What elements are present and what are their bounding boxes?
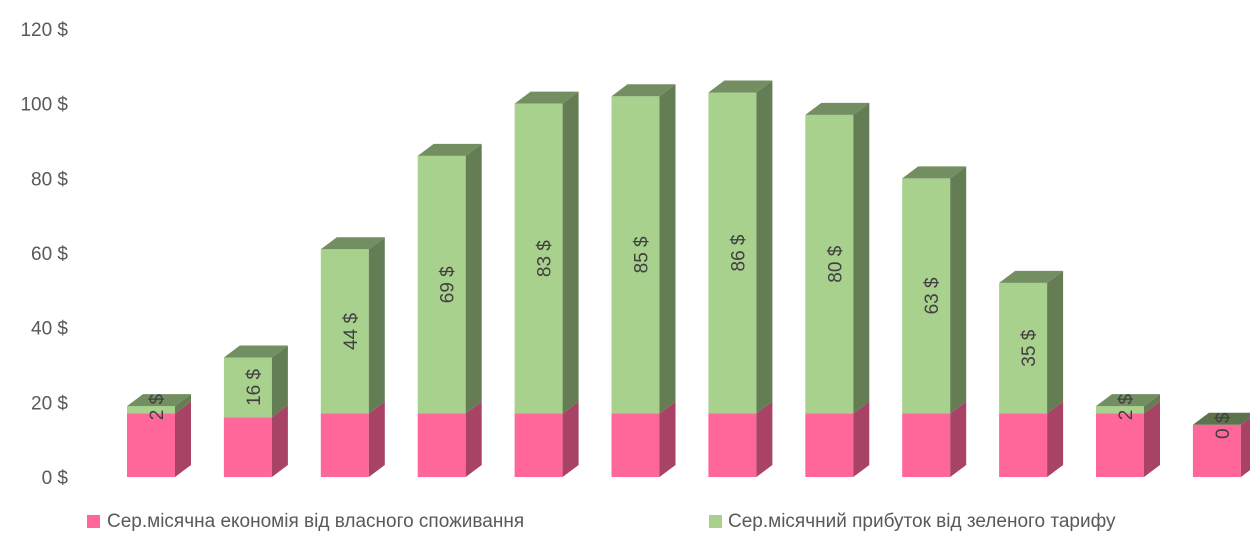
bar-own-consumption-side <box>368 401 385 477</box>
bar-green-tariff <box>708 92 757 414</box>
bar-stack <box>708 80 773 477</box>
bar-green-tariff-side <box>1047 270 1064 414</box>
bar-own-consumption <box>805 413 854 477</box>
bar-stack <box>805 102 870 477</box>
bar-own-consumption-side <box>659 401 676 477</box>
bar-stack <box>902 166 967 477</box>
bar-own-consumption-side <box>950 401 967 477</box>
bar-green-tariff-side <box>175 394 191 414</box>
bar-top-face <box>999 270 1064 283</box>
bar-own-consumption <box>902 413 951 477</box>
bar-top-face <box>708 80 773 93</box>
bar-green-tariff-side <box>659 84 676 414</box>
bar-stack <box>1096 394 1160 477</box>
bar-green-tariff-side <box>853 102 870 414</box>
legend-swatch-green-tariff <box>709 515 722 528</box>
bar-top-face <box>902 166 967 179</box>
bar-green-tariff <box>1096 406 1144 414</box>
bar-own-consumption <box>417 413 466 477</box>
bar-top-face <box>1096 394 1160 407</box>
data-label: 85 $ <box>632 236 653 273</box>
bar-own-consumption-side <box>562 401 579 477</box>
y-tick-label: 0 $ <box>42 468 69 489</box>
bar-own-consumption-side <box>1240 417 1250 477</box>
bar-top-face <box>1192 412 1250 425</box>
bar-top-face <box>417 143 482 156</box>
bar-green-tariff <box>805 114 854 414</box>
data-label: 44 $ <box>341 312 362 349</box>
bar-stack <box>320 237 385 477</box>
bar-top-face <box>805 102 870 115</box>
bar-green-tariff <box>320 249 369 414</box>
bar-green-tariff <box>417 155 466 414</box>
bar-green-tariff <box>514 103 563 414</box>
y-tick-label: 20 $ <box>31 393 68 414</box>
bar-own-consumption <box>611 413 660 477</box>
data-label: 0 $ <box>1213 412 1234 439</box>
bar-green-tariff <box>611 96 660 414</box>
bar-top-face <box>611 84 676 97</box>
y-tick-label: 60 $ <box>31 244 68 265</box>
bar-own-consumption <box>999 413 1048 477</box>
bar-own-consumption-side <box>1144 401 1160 477</box>
bar-green-tariff-side <box>1144 394 1160 414</box>
bar-stack <box>417 143 482 477</box>
bar-green-tariff-side <box>562 91 579 414</box>
bar-green-tariff-side <box>368 237 385 414</box>
bar-own-consumption <box>223 417 272 477</box>
y-tick-label: 40 $ <box>31 319 68 340</box>
bar-green-tariff-side <box>271 345 288 418</box>
bar-green-tariff-side <box>756 80 773 414</box>
bar-green-tariff <box>902 178 951 414</box>
bar-top-face <box>127 394 191 407</box>
data-label: 83 $ <box>535 240 556 277</box>
bar-top-face <box>514 91 579 104</box>
y-tick-label: 80 $ <box>31 169 68 190</box>
data-label: 35 $ <box>1019 329 1040 366</box>
bar-own-consumption <box>1192 424 1241 477</box>
bar-own-consumption-side <box>853 401 870 477</box>
data-label: 16 $ <box>244 368 265 405</box>
bar-own-consumption-side <box>756 401 773 477</box>
data-labels: 2 $ 16 $ 44 $ 69 $ 83 $ 85 $ 86 $ 80 $ 63 $ 35 $ 2… <box>147 234 1234 439</box>
bar-own-consumption-side <box>271 405 288 477</box>
bar-own-consumption-side <box>1047 401 1064 477</box>
data-label: 86 $ <box>728 234 749 271</box>
bar-top-face <box>223 345 288 358</box>
bar-stack <box>999 270 1064 477</box>
bar-own-consumption-side <box>175 401 191 477</box>
bar-own-consumption <box>320 413 369 477</box>
legend-label-own-consumption: Сер.місячна економія від власного спожив… <box>107 511 524 532</box>
bar-own-consumption <box>127 413 175 477</box>
legend: Сер.місячна економія від власного спожив… <box>87 511 1116 532</box>
bar-own-consumption-side <box>465 401 482 477</box>
y-axis: 0 $ 20 $ 40 $ 60 $ 80 $ 100 $ 120 $ <box>20 20 68 489</box>
bar-green-tariff <box>223 357 272 418</box>
bar-own-consumption <box>1096 413 1144 477</box>
data-label: 80 $ <box>825 245 846 282</box>
y-tick-label: 100 $ <box>20 95 68 116</box>
data-label: 69 $ <box>438 266 459 303</box>
bar-stack <box>127 394 191 477</box>
data-label: 2 $ <box>1116 393 1137 420</box>
data-label: 2 $ <box>147 393 168 420</box>
bar-green-tariff-side <box>465 143 482 414</box>
bar-own-consumption <box>514 413 563 477</box>
bar-stack <box>223 345 288 477</box>
legend-swatch-own-consumption <box>87 515 100 528</box>
bar-stack <box>514 91 579 477</box>
data-label: 63 $ <box>922 277 943 314</box>
bars <box>127 80 1250 477</box>
bar-top-face <box>320 237 385 250</box>
bar-green-tariff-side <box>950 166 967 414</box>
legend-label-green-tariff: Сер.місячний прибуток від зеленого тариф… <box>728 511 1116 532</box>
bar-stack <box>611 84 676 477</box>
bar-stack <box>1192 412 1250 477</box>
bar-own-consumption <box>708 413 757 477</box>
y-tick-label: 120 $ <box>20 20 68 41</box>
bar-green-tariff <box>999 282 1048 414</box>
bar-green-tariff <box>127 406 175 414</box>
